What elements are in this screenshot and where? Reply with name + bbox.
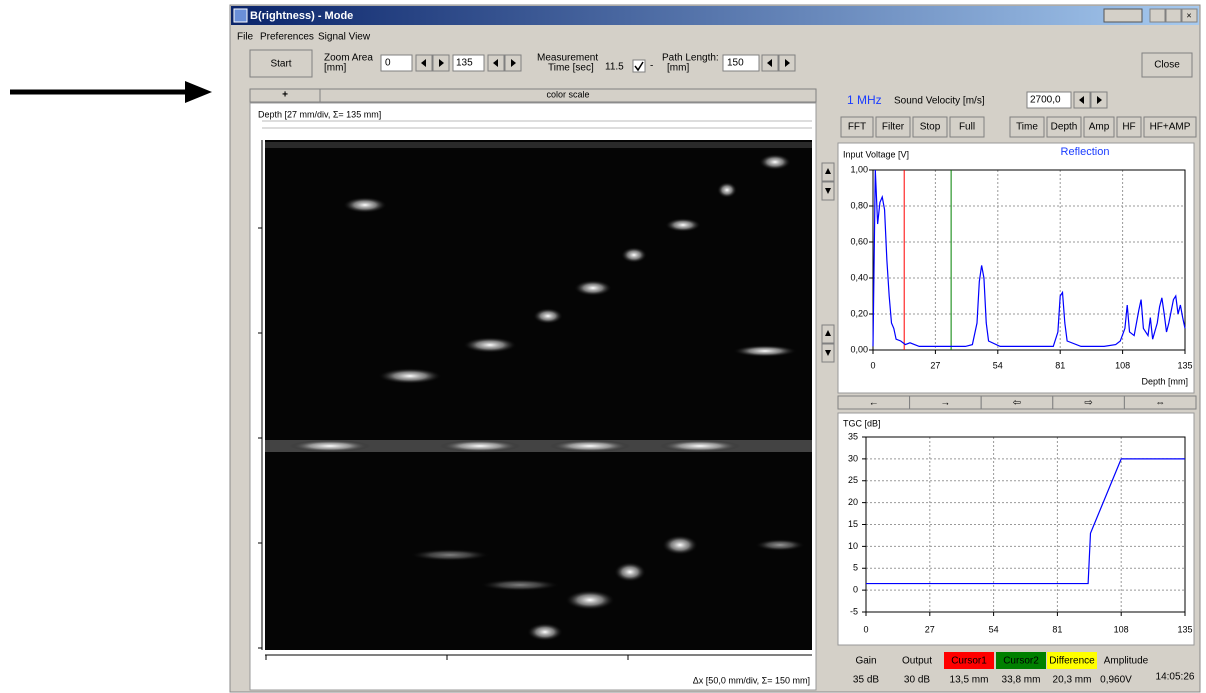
status-label: Output <box>902 656 932 667</box>
app-icon <box>234 9 247 22</box>
dx-label: Δx [50,0 mm/div, Σ= 150 mm] <box>693 675 810 685</box>
status-label: Cursor1 <box>951 656 987 667</box>
x-tick-label: 135 <box>1177 360 1192 370</box>
nav-button-label: ⇨ <box>1084 398 1092 409</box>
status-label: Amplitude <box>1104 656 1149 667</box>
close-label: Close <box>1154 60 1180 71</box>
x-tick-label: 0 <box>863 624 868 634</box>
y-axis-title: Input Voltage [V] <box>843 149 909 159</box>
status-value: 35 dB <box>853 675 879 686</box>
y-tick-label: 35 <box>848 431 858 441</box>
y-tick-label: 5 <box>853 563 858 573</box>
path-label: [mm] <box>667 63 689 74</box>
y-tick-label: 1,00 <box>850 164 868 174</box>
status-value: 30 dB <box>904 675 930 686</box>
mode-button-label: Amp <box>1089 122 1110 133</box>
y-tick-label: 25 <box>848 475 858 485</box>
y-tick-label: 0,00 <box>850 344 868 354</box>
path-value: 150 <box>727 58 744 69</box>
x-tick-label: 27 <box>925 624 935 634</box>
pointer-arrow-head <box>185 81 212 103</box>
menu-item[interactable]: File <box>237 32 254 43</box>
signal-chart-area <box>838 143 1194 393</box>
velocity-label: Sound Velocity [m/s] <box>894 96 985 107</box>
y-tick-label: 0,60 <box>850 236 868 246</box>
measurement-label: Time [sec] <box>548 63 594 74</box>
x-tick-label: 0 <box>870 360 875 370</box>
x-tick-label: 135 <box>1177 624 1192 634</box>
x-tick-label: 108 <box>1114 624 1129 634</box>
mode-button-label: Stop <box>920 122 941 133</box>
title-bar <box>231 6 1199 25</box>
bscan-image <box>265 140 812 650</box>
zoom-from-value: 0 <box>385 58 391 69</box>
x-tick-label: 108 <box>1115 360 1130 370</box>
annotation: Reflection <box>1061 146 1110 158</box>
mode-button-label: Filter <box>882 122 905 133</box>
x-tick-label: 54 <box>993 360 1003 370</box>
minimize-button[interactable] <box>1150 9 1165 22</box>
mode-button-label: Full <box>959 122 975 133</box>
mode-button-label: Depth <box>1051 122 1078 133</box>
x-axis-title: Depth [mm] <box>1141 376 1188 386</box>
status-label: Cursor2 <box>1003 656 1039 667</box>
y-tick-label: -5 <box>850 606 858 616</box>
screen: B(rightness) - Mode × File Preferences S… <box>0 0 1206 693</box>
tgc-chart-area <box>838 413 1194 645</box>
status-value: 0,960V <box>1100 675 1132 686</box>
nav-button-label: ← <box>869 398 879 409</box>
nav-button-label: → <box>940 398 950 409</box>
menu-item[interactable]: Preferences <box>260 32 314 43</box>
status-label: Difference <box>1049 656 1095 667</box>
nav-button-label: ⇔ <box>1155 398 1165 409</box>
status-label: Gain <box>855 656 876 667</box>
status-value: 33,8 mm <box>1002 675 1041 686</box>
clock: 14:05:26 <box>1156 672 1195 683</box>
y-tick-label: 0,40 <box>850 272 868 282</box>
y-tick-label: 20 <box>848 497 858 507</box>
frequency: 1 MHz <box>847 93 882 107</box>
y-axis-title: TGC [dB] <box>843 418 881 428</box>
start-label: Start <box>270 59 291 70</box>
close-glyph: × <box>1186 10 1191 20</box>
y-tick-label: 0,20 <box>850 308 868 318</box>
measurement-value: 11.5 <box>605 62 624 73</box>
maximize-button[interactable] <box>1166 9 1181 22</box>
x-tick-label: 81 <box>1055 360 1065 370</box>
y-tick-label: 10 <box>848 541 858 551</box>
mode-button-label: Time <box>1016 122 1038 133</box>
mode-button-label: HF+AMP <box>1150 122 1191 133</box>
nav-button-label: ⇦ <box>1013 398 1021 409</box>
mode-button-label: FFT <box>848 122 866 133</box>
y-tick-label: 0,80 <box>850 200 868 210</box>
mode-button-label: HF <box>1122 122 1135 133</box>
title-icons[interactable] <box>1104 9 1142 22</box>
page: B(rightness) - Mode × File Preferences S… <box>0 0 1206 693</box>
dash: - <box>650 61 653 72</box>
y-tick-label: 30 <box>848 453 858 463</box>
x-tick-label: 81 <box>1052 624 1062 634</box>
zoom-to-value: 135 <box>456 58 473 69</box>
plus-label: + <box>282 90 288 101</box>
menu-item[interactable]: Signal View <box>318 32 371 43</box>
y-tick-label: 15 <box>848 519 858 529</box>
x-tick-label: 27 <box>930 360 940 370</box>
status-value: 13,5 mm <box>950 675 989 686</box>
status-value: 20,3 mm <box>1053 675 1092 686</box>
checkbox[interactable] <box>633 60 645 72</box>
window-title: B(rightness) - Mode <box>250 10 353 22</box>
depth-label: Depth [27 mm/div, Σ= 135 mm] <box>258 109 381 119</box>
zoom-label: [mm] <box>324 63 346 74</box>
y-tick-label: 0 <box>853 585 858 595</box>
velocity-value: 2700,0 <box>1030 95 1061 106</box>
color-scale-label: color scale <box>546 89 589 99</box>
x-tick-label: 54 <box>989 624 999 634</box>
